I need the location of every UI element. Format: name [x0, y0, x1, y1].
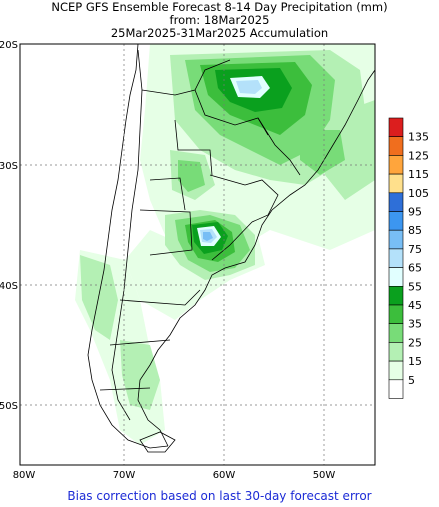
province-lines-4 — [109, 339, 171, 346]
lon-label-50w: 50W — [313, 470, 336, 481]
legend-label-105: 105 — [408, 187, 429, 200]
legend-swatch-none — [388, 379, 404, 399]
legend-swatch-5 — [388, 360, 404, 381]
legend-swatch-115 — [388, 155, 404, 175]
legend-label-85: 85 — [408, 224, 422, 237]
province-lines-7 — [209, 174, 246, 186]
legend-label-75: 75 — [408, 243, 422, 256]
lon-label-70w: 70W — [113, 470, 136, 481]
lon-label-60w: 60W — [213, 470, 236, 481]
accumulation-period: 25Mar2025-31Mar2025 Accumulation — [110, 26, 329, 40]
latitude-labels: 20S 30S 40S 50S — [0, 40, 18, 412]
legend-swatch-15 — [388, 342, 404, 362]
border-chile-argentina — [111, 49, 143, 421]
map-frame — [19, 43, 376, 466]
legend-swatch-105 — [388, 173, 404, 194]
legend-swatch-55 — [388, 267, 404, 287]
legend-swatch-75 — [388, 229, 404, 250]
legend-label-5: 5 — [408, 374, 415, 387]
graticule — [20, 44, 375, 465]
precip-area-15mm-patagonia-west — [80, 255, 118, 340]
legend-label-45: 45 — [408, 299, 422, 312]
province-lines-1 — [139, 209, 193, 256]
legend-label-95: 95 — [408, 206, 422, 219]
legend-label-25: 25 — [408, 336, 422, 349]
precipitation-legend: 135 125 115 105 95 85 75 65 55 45 35 25 15 5 — [388, 117, 429, 399]
precip-area-25mm-cordoba — [178, 160, 205, 192]
legend-label-125: 125 — [408, 149, 429, 162]
legend-label-35: 35 — [408, 318, 422, 331]
bias-correction-note: Bias correction based on last 30-day for… — [67, 489, 372, 503]
precip-area-75mm-center — [203, 232, 213, 241]
province-lines-6 — [174, 119, 213, 176]
precip-area-15mm-patagonia-south — [120, 340, 160, 410]
lat-label-20s: 20S — [0, 40, 18, 51]
legend-swatch-85 — [388, 211, 404, 231]
lon-label-80w: 80W — [13, 470, 36, 481]
legend-swatch-135 — [388, 117, 404, 138]
precip-area-65mm-north — [236, 80, 262, 94]
forecast-init-date: from: 18Mar2025 — [169, 13, 270, 27]
province-lines-3 — [119, 289, 201, 306]
legend-swatch-125 — [388, 136, 404, 156]
border-brazil-argentina — [257, 117, 301, 176]
legend-swatch-65 — [388, 248, 404, 268]
longitude-labels: 80W 70W 60W 50W — [13, 470, 336, 481]
precip-area-25mm-coast — [300, 130, 345, 175]
province-lines-5 — [99, 387, 151, 391]
lat-label-50s: 50S — [0, 401, 18, 412]
legend-label-15: 15 — [408, 355, 422, 368]
border-uruguay — [244, 179, 279, 223]
rio-de-la-plata — [211, 221, 253, 261]
legend-label-55: 55 — [408, 280, 422, 293]
lat-label-40s: 40S — [0, 281, 18, 292]
precip-area-15mm-south — [320, 100, 375, 200]
coastline-east — [137, 69, 376, 447]
tierra-del-fuego — [139, 431, 176, 453]
lat-label-30s: 30S — [0, 161, 18, 172]
province-lines-2 — [149, 177, 186, 211]
legend-swatch-45 — [388, 285, 404, 306]
legend-label-65: 65 — [408, 262, 422, 275]
legend-label-135: 135 — [408, 131, 429, 144]
legend-swatch-95 — [388, 192, 404, 212]
map-title: NCEP GFS Ensemble Forecast 8-14 Day Prec… — [51, 0, 388, 14]
legend-swatch-25 — [388, 323, 404, 343]
precipitation-shading — [75, 44, 375, 445]
legend-label-115: 115 — [408, 168, 429, 181]
legend-swatch-35 — [388, 304, 404, 325]
